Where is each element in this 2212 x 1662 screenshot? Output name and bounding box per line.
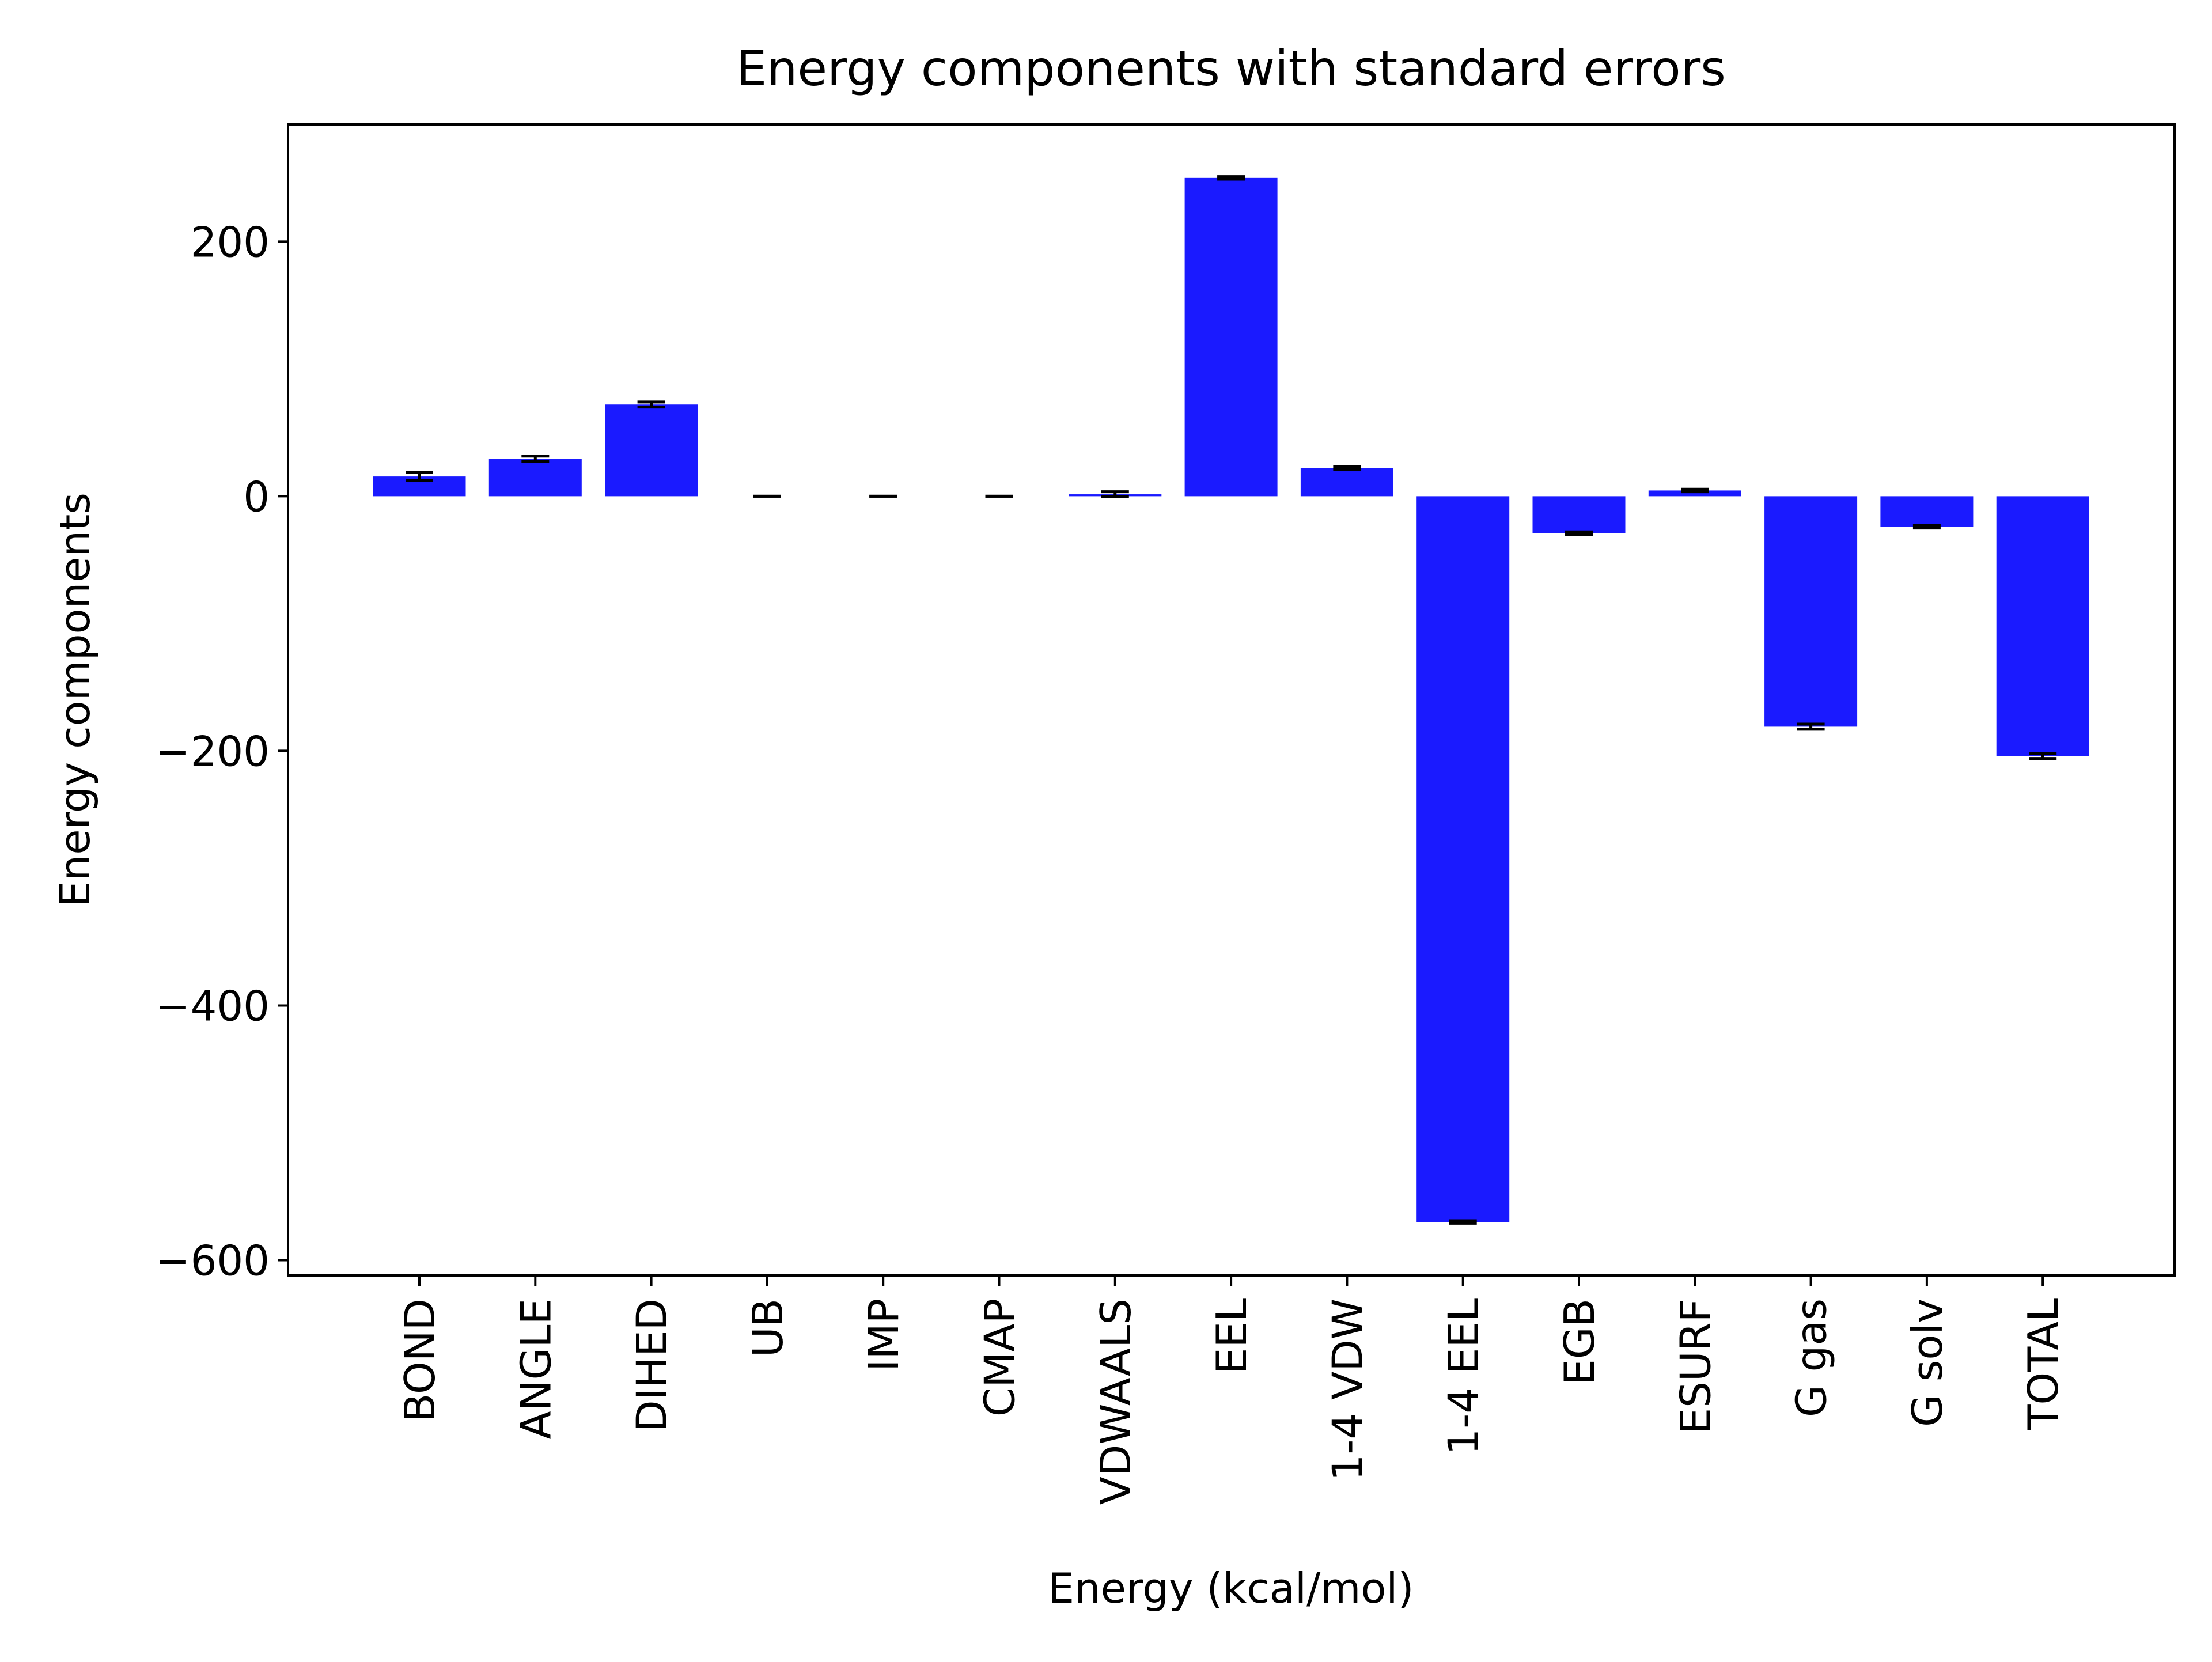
y-tick-label: −200	[156, 727, 270, 775]
bar-dihed	[605, 404, 698, 497]
x-tick-label: DIHED	[628, 1298, 676, 1432]
error-bar-1-4-vdw	[1333, 465, 1361, 471]
error-bar-angle	[521, 455, 550, 463]
x-tick-label: G solv	[1903, 1298, 1952, 1427]
x-tick-label: UB	[744, 1298, 792, 1357]
bar-eel	[1184, 177, 1278, 497]
x-tick-label: EGB	[1555, 1298, 1604, 1385]
error-bar-total	[2029, 752, 2057, 760]
y-axis: 200 0 −200 −400 −600	[156, 218, 288, 1285]
y-tick-label: 0	[243, 472, 270, 521]
bar-1-4-vdw	[1300, 468, 1393, 497]
bar-1-4-eel	[1416, 496, 1510, 1222]
bar-egb	[1532, 496, 1626, 533]
x-tick-label: ANGLE	[512, 1298, 560, 1440]
x-tick-label: VDWAALS	[1092, 1298, 1140, 1505]
error-bar-g-gas	[1797, 722, 1825, 731]
y-tick-label: 200	[191, 218, 270, 266]
x-axis-label: Energy (kcal/mol)	[1048, 1564, 1414, 1612]
plot-frame	[287, 123, 2176, 1277]
y-axis-label: Energy components	[51, 493, 99, 907]
x-tick-label: BOND	[396, 1298, 444, 1422]
error-bar-esurf	[1681, 487, 1709, 494]
x-tick-label: EEL	[1207, 1298, 1256, 1374]
x-tick-label: IMP	[859, 1298, 908, 1372]
bar-esurf	[1648, 490, 1741, 497]
y-tick-label: −400	[156, 982, 270, 1030]
x-tick-label: 1-4 VDW	[1323, 1298, 1372, 1481]
x-tick-label: 1-4 EEL	[1440, 1298, 1488, 1455]
x-tick-label: G gas	[1787, 1298, 1836, 1417]
x-tick-label: TOTAL	[2019, 1298, 2067, 1430]
error-bar-dihed	[637, 400, 665, 409]
error-bar-1-4-eel	[1449, 1219, 1477, 1225]
error-bar-eel	[1217, 175, 1245, 181]
error-bar-bond	[406, 471, 433, 482]
chart-title: Energy components with standard errors	[736, 40, 1726, 97]
bar-g-gas	[1764, 496, 1858, 727]
bar-total	[1996, 496, 2089, 756]
x-tick-label: CMAP	[976, 1298, 1024, 1417]
bar-angle	[488, 459, 582, 497]
error-bar-egb	[1565, 530, 1593, 536]
x-tick-label: ESURF	[1671, 1298, 1719, 1434]
error-bar-g-solv	[1912, 524, 1941, 530]
x-axis: BOND ANGLE DIHED UB IMP CMAP VDWAALS EEL 1-4 VDW…	[396, 1275, 2067, 1505]
bars-layer	[373, 177, 2089, 1222]
y-tick-label: −600	[156, 1236, 270, 1285]
error-bar-vdwaals	[1101, 490, 1129, 498]
error-bars-layer	[406, 175, 2057, 1225]
bar-g-solv	[1880, 496, 1974, 527]
